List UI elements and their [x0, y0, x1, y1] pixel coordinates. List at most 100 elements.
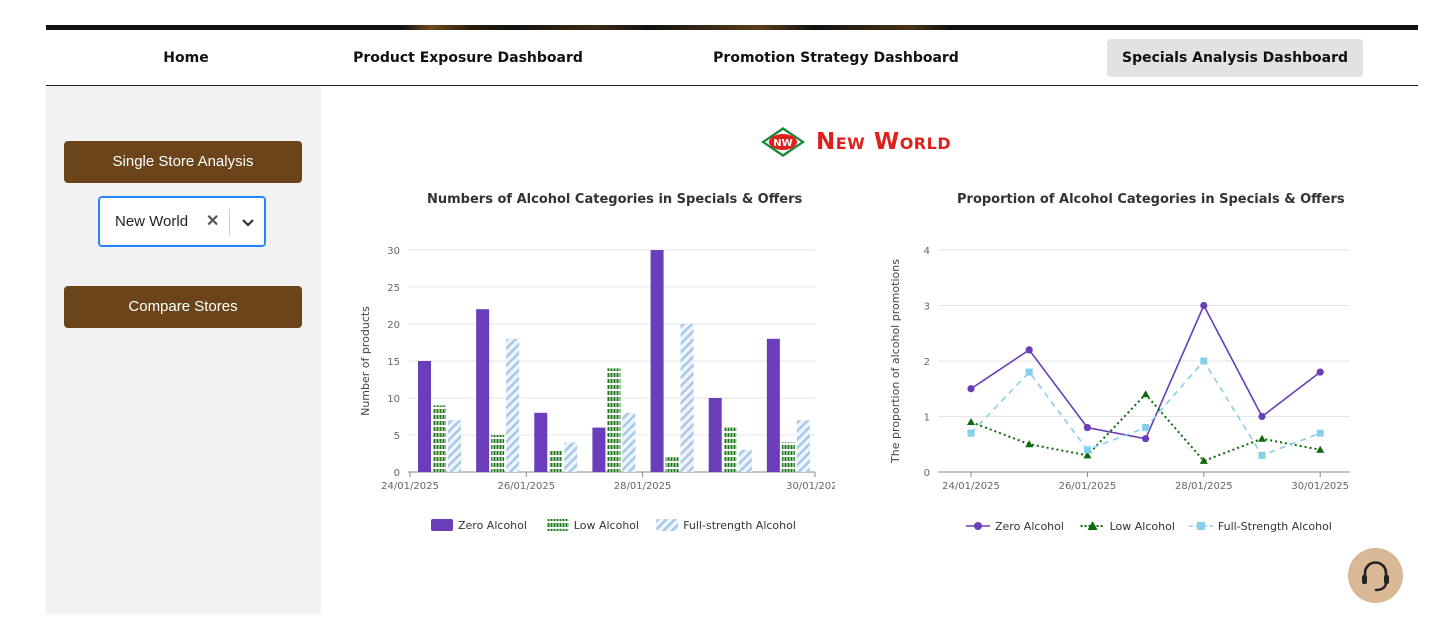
line-chart-title: Proportion of Alcohol Categories in Spec… [957, 192, 1345, 207]
store-select-value: New World [115, 213, 189, 230]
bar-low-alcohol [491, 435, 505, 472]
header-banner-strip [46, 25, 1418, 30]
point-full-strength [1142, 424, 1150, 432]
nav-home[interactable]: Home [163, 49, 209, 66]
line-chart-y-tick-label: 4 [924, 246, 930, 257]
support-button[interactable] [1348, 548, 1403, 603]
logo-text: New World [816, 129, 952, 155]
point-zero-alcohol [1316, 368, 1324, 376]
point-full-strength [1200, 357, 1208, 365]
point-full-strength [1083, 446, 1091, 454]
line-legend-label: Full-Strength Alcohol [1218, 520, 1332, 533]
point-full-strength [1258, 451, 1266, 459]
line-chart: 0 1 2 3 4 24/01/2025 26/01/2025 28/01/2025 30/01… [890, 246, 1350, 533]
bar-low-alcohol [781, 442, 795, 472]
line-chart-y-tick-label: 0 [924, 468, 930, 479]
bar-legend-label: Full-strength Alcohol [683, 519, 796, 532]
point-low-alcohol [1141, 390, 1150, 398]
line-chart-y-axis-label: The proportion of alcohol promotions [890, 259, 902, 464]
bar-zero-alcohol [418, 361, 431, 472]
bar-full-strength [448, 420, 461, 472]
bar-zero-alcohol [708, 398, 722, 472]
nav-specials-analysis[interactable]: Specials Analysis Dashboard [1107, 38, 1364, 77]
bar-legend-swatch [656, 519, 679, 531]
clear-icon[interactable]: ✕ [206, 213, 220, 230]
bar-full-strength [564, 442, 578, 472]
bar-full-strength [796, 420, 810, 472]
point-zero-alcohol [967, 385, 975, 393]
point-zero-alcohol [1025, 346, 1033, 354]
bar-zero-alcohol [650, 250, 664, 472]
bar-chart-x-tick-label: 30/01/2025 [786, 481, 835, 492]
point-low-alcohol [1199, 456, 1208, 464]
bar-legend-swatch [431, 519, 453, 531]
bar-low-alcohol [665, 457, 679, 472]
top-nav: Home Product Exposure Dashboard Promotio… [46, 30, 1418, 86]
point-low-alcohol [1025, 440, 1034, 448]
line-legend-label: Zero Alcohol [995, 520, 1064, 533]
line-legend-marker [1196, 522, 1205, 530]
bar-zero-alcohol [476, 309, 490, 472]
line-chart-x-tick-label: 30/01/2025 [1291, 481, 1349, 492]
point-low-alcohol [1258, 434, 1266, 442]
select-separator [229, 209, 230, 235]
bar-legend-label: Low Alcohol [574, 519, 639, 532]
line-zero-alcohol [970, 303, 1321, 440]
new-world-logo: NW New World [760, 124, 951, 160]
point-low-alcohol [1316, 445, 1325, 453]
point-full-strength [1025, 368, 1033, 376]
point-full-strength [1316, 429, 1324, 437]
bar-legend-swatch [546, 519, 569, 531]
nav-promotion-strategy[interactable]: Promotion Strategy Dashboard [713, 49, 959, 66]
bar-chart-y-tick-label: 30 [387, 246, 400, 257]
line-chart-x-tick-label: 24/01/2025 [942, 481, 1000, 492]
bar-chart-y-tick-label: 20 [387, 320, 400, 331]
bar-full-strength [680, 324, 694, 472]
bar-chart-x-tick-label: 24/01/2025 [381, 481, 439, 492]
bar-chart: 0 5 10 15 20 25 30 24/01/2025 26/01/2025 28/01/20… [359, 246, 835, 532]
bar-chart-y-tick-label: 25 [387, 283, 400, 294]
bar-full-strength [738, 449, 752, 472]
bar-zero-alcohol [592, 427, 606, 472]
point-zero-alcohol [1200, 301, 1208, 310]
bar-low-alcohol [723, 427, 737, 472]
point-full-strength [967, 429, 975, 437]
bar-chart-x-tick-label: 26/01/2025 [497, 481, 555, 492]
single-store-analysis-button[interactable]: Single Store Analysis [64, 141, 302, 183]
line-chart-x-tick-label: 26/01/2025 [1059, 481, 1117, 492]
line-chart-y-tick-label: 2 [924, 357, 930, 368]
bar-chart-y-tick-label: 15 [387, 357, 400, 368]
point-zero-alcohol [1258, 412, 1266, 421]
bar-legend-label: Zero Alcohol [458, 519, 527, 532]
bar-full-strength [506, 338, 520, 472]
point-zero-alcohol [1142, 435, 1150, 443]
bar-chart-y-tick-label: 0 [394, 468, 400, 479]
headset-icon [1362, 561, 1389, 592]
bar-chart-title: Numbers of Alcohol Categories in Special… [427, 192, 803, 207]
bar-low-alcohol [607, 368, 621, 472]
bar-chart-y-tick-label: 10 [387, 394, 400, 405]
point-low-alcohol [1083, 451, 1092, 459]
sidebar: Single Store Analysis New World ✕ Compar… [46, 86, 321, 614]
chevron-down-icon[interactable] [239, 213, 257, 231]
compare-stores-button[interactable]: Compare Stores [64, 286, 302, 328]
line-legend-marker [974, 522, 982, 530]
nw-badge-text: NW [773, 138, 792, 149]
bar-zero-alcohol [766, 338, 780, 472]
line-chart-x-tick-label: 28/01/2025 [1175, 481, 1233, 492]
point-low-alcohol [967, 418, 975, 426]
line-chart-y-tick-label: 3 [924, 302, 930, 313]
bar-low-alcohol [549, 449, 563, 472]
bar-low-alcohol [433, 405, 446, 472]
bar-full-strength [622, 412, 636, 472]
bar-chart-y-axis-label: Number of products [359, 306, 372, 416]
bar-zero-alcohol [534, 412, 548, 472]
store-select[interactable]: New World ✕ [98, 196, 266, 247]
nw-badge-icon: NW [761, 127, 805, 157]
line-chart-y-tick-label: 1 [924, 413, 930, 424]
bar-chart-y-tick-label: 5 [394, 431, 400, 442]
line-legend-marker [1087, 521, 1098, 530]
line-legend-label: Low Alcohol [1110, 520, 1175, 533]
nav-product-exposure[interactable]: Product Exposure Dashboard [353, 49, 583, 66]
point-zero-alcohol [1083, 424, 1091, 432]
